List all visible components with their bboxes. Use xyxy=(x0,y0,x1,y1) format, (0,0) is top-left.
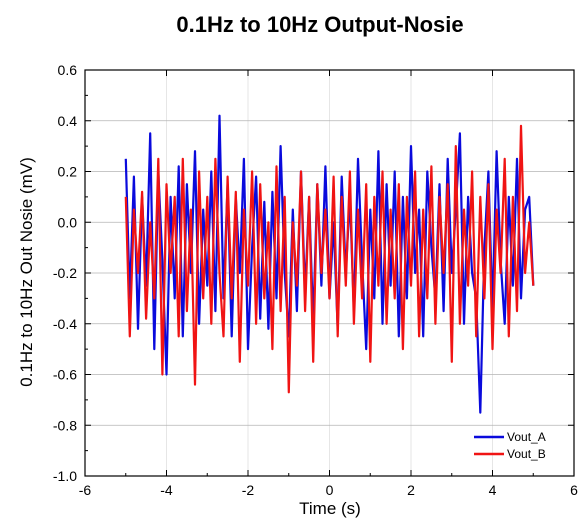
x-tick-label: 0 xyxy=(326,482,334,498)
y-tick-label: 0.6 xyxy=(58,62,78,78)
legend-label-vout-a: Vout_A xyxy=(507,430,546,444)
plot-area: -6 -4 -2 0 2 4 6 -1.0 -0.8 -0.6 -0.4 -0.2 0.0 0.2 0.4 0… xyxy=(53,62,578,498)
y-tick-label: 0.2 xyxy=(58,164,78,180)
x-axis-label: Time (s) xyxy=(299,499,361,518)
y-tick-label: 0.4 xyxy=(58,113,78,129)
legend-label-vout-b: Vout_B xyxy=(507,447,546,461)
legend: Vout_A Vout_B xyxy=(474,430,546,461)
x-tick-label: 2 xyxy=(407,482,415,498)
x-tick-label: 4 xyxy=(489,482,497,498)
y-axis-label: 0.1Hz to 10Hz Out Nosie (mV) xyxy=(17,157,36,387)
series-line-vout-b xyxy=(124,124,535,394)
x-tick-label: -4 xyxy=(160,482,173,498)
y-tick-label: -0.6 xyxy=(53,367,77,383)
y-tick-label: -0.2 xyxy=(53,265,77,281)
chart-title: 0.1Hz to 10Hz Output-Nosie xyxy=(176,12,463,37)
y-tick-label: -0.4 xyxy=(53,316,77,332)
y-tick-label: 0.0 xyxy=(58,214,78,230)
x-tick-label: -2 xyxy=(242,482,255,498)
y-tick-label: -1.0 xyxy=(53,468,77,484)
x-tick-label: 6 xyxy=(570,482,578,498)
x-tick-label: -6 xyxy=(79,482,92,498)
y-tick-label: -0.8 xyxy=(53,417,77,433)
